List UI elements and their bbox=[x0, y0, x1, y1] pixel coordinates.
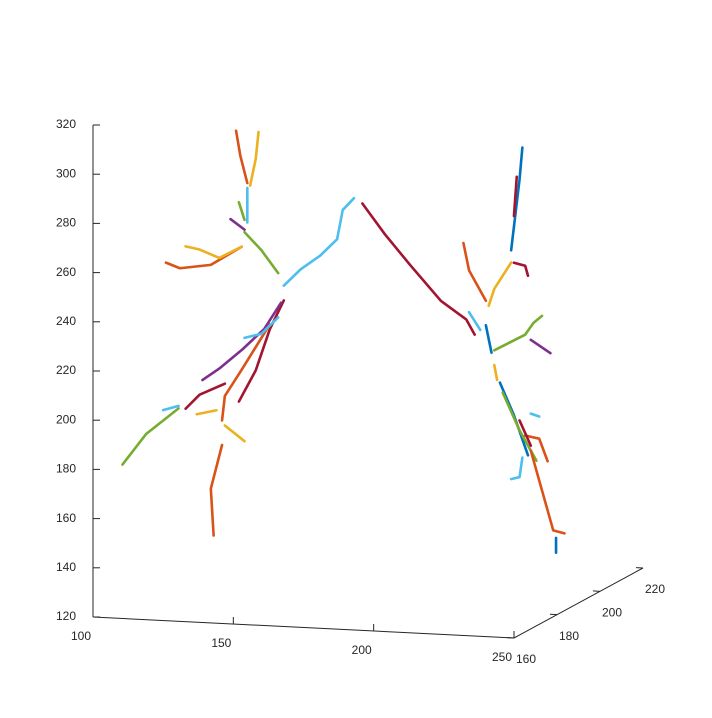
y-tick-label: 180 bbox=[559, 629, 579, 643]
z-tick-label: 260 bbox=[56, 265, 76, 279]
trace bbox=[161, 404, 180, 412]
trace bbox=[462, 241, 488, 303]
trace bbox=[248, 130, 260, 187]
trace bbox=[512, 261, 530, 278]
x-tick-label: 150 bbox=[211, 636, 231, 650]
trace bbox=[121, 407, 180, 466]
trace bbox=[529, 338, 552, 355]
trace bbox=[529, 449, 566, 535]
trace bbox=[467, 310, 482, 332]
trace bbox=[243, 316, 280, 340]
z-tick-label: 320 bbox=[56, 117, 76, 131]
trace bbox=[223, 424, 246, 443]
trace bbox=[492, 363, 499, 382]
y-tick-label: 200 bbox=[602, 606, 622, 620]
trace bbox=[518, 419, 533, 447]
trace bbox=[512, 175, 519, 218]
trace bbox=[243, 230, 280, 275]
trace bbox=[229, 217, 246, 231]
trace bbox=[237, 201, 246, 222]
trace bbox=[487, 261, 513, 308]
trace bbox=[209, 443, 224, 537]
y-axis bbox=[513, 567, 644, 639]
trace bbox=[509, 456, 524, 481]
y-tick-label: 220 bbox=[645, 582, 665, 596]
trace bbox=[234, 129, 249, 185]
z-tick-label: 120 bbox=[56, 609, 76, 623]
z-tick-label: 200 bbox=[56, 412, 76, 426]
x-tick-label: 100 bbox=[71, 629, 91, 643]
trace bbox=[282, 196, 356, 288]
trace bbox=[201, 301, 283, 382]
z-tick-label: 220 bbox=[56, 363, 76, 377]
trace bbox=[492, 314, 544, 352]
trace bbox=[509, 146, 524, 252]
trace bbox=[484, 324, 493, 354]
z-tick-label: 240 bbox=[56, 314, 76, 328]
y-tick-label: 160 bbox=[516, 652, 536, 666]
z-tick-label: 140 bbox=[56, 560, 76, 574]
trace bbox=[523, 434, 549, 463]
x-tick-label: 200 bbox=[352, 643, 372, 657]
trace bbox=[184, 382, 227, 411]
z-tick-label: 300 bbox=[56, 166, 76, 180]
trace bbox=[184, 245, 243, 260]
trace bbox=[529, 412, 541, 418]
trace bbox=[195, 408, 218, 416]
z-tick-label: 280 bbox=[56, 216, 76, 230]
z-tick-label: 160 bbox=[56, 511, 76, 525]
z-tick-label: 180 bbox=[56, 462, 76, 476]
x-axis bbox=[92, 616, 515, 639]
trace bbox=[361, 202, 476, 336]
x-tick-label: 250 bbox=[492, 650, 512, 664]
trace bbox=[220, 323, 272, 422]
trace bbox=[237, 299, 286, 403]
